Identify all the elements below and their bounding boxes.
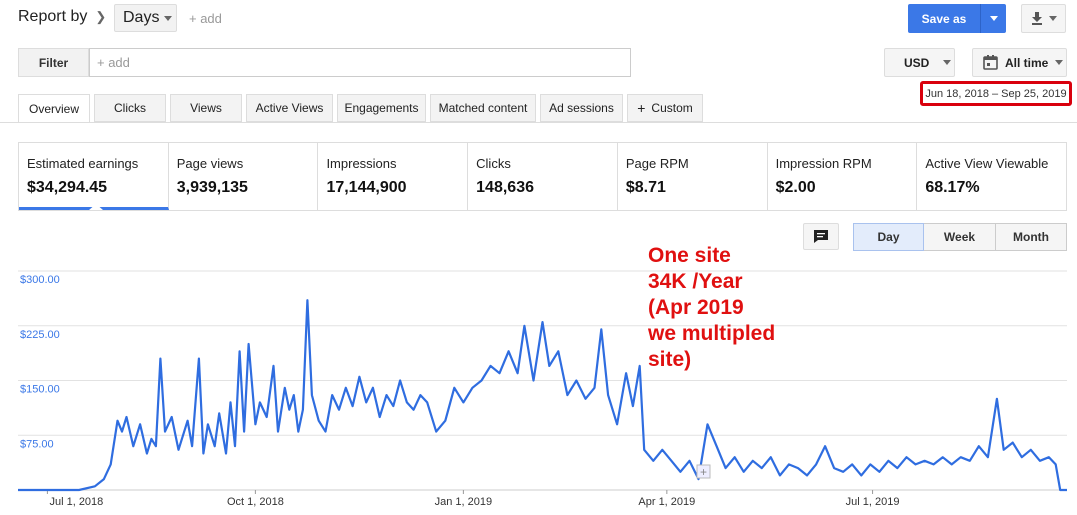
y-tick-label: $300.00 [20,274,60,286]
filter-button[interactable]: Filter [18,48,89,77]
metric-label: Active View Viewable [925,156,1049,171]
svg-text:+: + [700,465,707,479]
metric-page-views[interactable]: Page views 3,939,135 [169,143,319,210]
tabs-divider [0,122,1077,123]
metric-value: 3,939,135 [176,179,248,196]
download-button[interactable] [1021,4,1066,33]
tab-engagements[interactable]: Engagements [337,94,426,122]
y-tick-label: $225.00 [20,329,60,341]
report-tabs: Overview Clicks Views Active Views Engag… [18,94,703,123]
annotation-button[interactable] [803,223,839,250]
date-range-select[interactable]: All time [972,48,1067,77]
x-tick-label: Oct 1, 2018 [227,496,284,508]
y-tick-label: $150.00 [20,384,60,396]
tab-ad-sessions[interactable]: Ad sessions [540,94,623,122]
chevron-down-icon [989,16,998,21]
date-range-text: Jun 18, 2018 – Sep 25, 2019 [920,81,1072,106]
metric-clicks[interactable]: Clicks 148,636 [468,143,618,210]
metric-label: Page views [176,156,244,171]
chart-grid [18,270,1067,491]
period-select-value: Days [123,9,160,26]
annotation-line: we multipled [648,322,776,345]
save-as-label: Save as [921,11,967,26]
granularity-week-button[interactable]: Week [924,223,996,251]
chevron-down-icon [943,60,952,65]
metrics-scorecard: Estimated earnings $34,294.45 Page views… [18,142,1067,211]
plus-icon: + [637,100,646,116]
report-by-text: Report by [18,8,88,25]
active-indicator [89,204,103,210]
x-tick-label: Apr 1, 2019 [638,496,695,508]
comment-icon [814,230,828,243]
save-as-button[interactable]: Save as [908,4,1006,33]
filter-input[interactable]: + add [89,48,631,77]
earnings-line-chart: $300.00 $225.00 $150.00 $75.00 Jul 1, 2018 O… [18,270,1067,508]
metric-label: Impressions [326,156,397,171]
y-tick-label: $75.00 [20,438,54,450]
download-icon [1031,12,1042,25]
metric-label: Impression RPM [775,156,872,171]
tab-matched-content[interactable]: Matched content [430,94,536,122]
metric-estimated-earnings[interactable]: Estimated earnings $34,294.45 [19,143,169,210]
annotation-line: site) [648,348,692,371]
metric-label: Clicks [476,156,511,171]
y-axis-ticks: $300.00 $225.00 $150.00 $75.00 [20,274,60,450]
chart-annotation-marker[interactable]: + [696,464,711,479]
metric-label: Estimated earnings [27,156,139,171]
metric-active-view-viewable[interactable]: Active View Viewable 68.17% [917,143,1066,210]
chevron-down-icon [1055,60,1064,65]
x-tick-label: Jan 1, 2019 [435,496,493,508]
x-tick-label: Jul 1, 2019 [846,496,900,508]
annotation-text: One site 34K /Year (Apr 2019 we multiple… [648,243,808,373]
metric-value: $2.00 [775,179,816,196]
granularity-day-button[interactable]: Day [853,223,924,251]
tab-clicks[interactable]: Clicks [94,94,166,122]
chevron-down-icon [1048,16,1057,21]
metric-impressions[interactable]: Impressions 17,144,900 [318,143,469,210]
add-dimension-link[interactable]: + add [189,11,222,26]
currency-value: USD [904,55,930,70]
save-as-dropdown[interactable] [981,16,1006,21]
chevron-right-icon: ❯ [95,9,107,24]
tab-active-views[interactable]: Active Views [246,94,333,122]
annotation-line: One site [648,244,731,267]
x-axis-ticks: Jul 1, 2018 Oct 1, 2018 Jan 1, 2019 Apr 1, … [46,490,900,508]
tab-views[interactable]: Views [170,94,242,122]
series-line [18,299,1067,492]
metric-value: $34,294.45 [27,179,108,196]
metric-value: $8.71 [625,179,666,196]
metric-page-rpm[interactable]: Page RPM $8.71 [618,143,768,210]
granularity-toggle: Day Week Month [853,223,1067,251]
tab-custom-label: Custom [651,101,693,115]
period-select[interactable]: Days [114,4,177,32]
metric-value: 148,636 [476,179,534,196]
annotation-line: (Apr 2019 [648,296,744,319]
annotation-line: 34K /Year [648,270,743,293]
x-tick-label: Jul 1, 2018 [49,496,103,508]
chevron-down-icon [164,15,173,21]
metric-impression-rpm[interactable]: Impression RPM $2.00 [768,143,918,210]
metric-label: Page RPM [625,156,689,171]
currency-select[interactable]: USD [884,48,955,77]
save-as-separator [980,4,981,33]
metric-value: 68.17% [925,179,980,196]
report-by-label: Report by ❯ [18,8,106,26]
metric-value: 17,144,900 [326,179,407,196]
calendar-icon [983,55,998,70]
date-preset-value: All time [1005,55,1049,70]
tab-overview[interactable]: Overview [18,94,90,123]
tab-custom[interactable]: + Custom [627,94,703,122]
granularity-month-button[interactable]: Month [996,223,1067,251]
